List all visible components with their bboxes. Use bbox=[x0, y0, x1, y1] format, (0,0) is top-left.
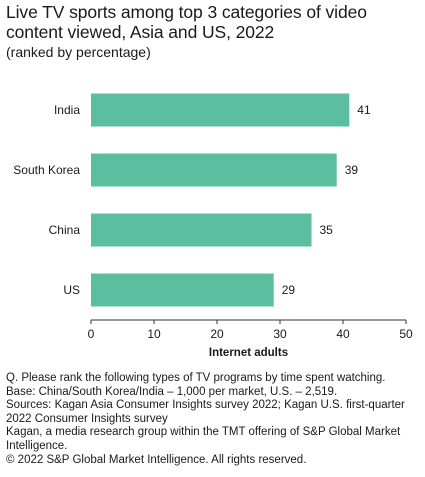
data-label: 29 bbox=[282, 283, 296, 297]
bar-chart: India 41 South Korea 39 China 35 US 29 0 10 20 30 40… bbox=[13, 93, 413, 359]
bar-south-korea bbox=[91, 153, 337, 187]
x-tick-label: 20 bbox=[210, 327, 224, 341]
x-tick-label: 50 bbox=[399, 327, 413, 341]
footnote-sources: Sources: Kagan Asia Consumer Insights su… bbox=[6, 399, 405, 412]
bar-china bbox=[91, 213, 312, 247]
data-label: 39 bbox=[345, 163, 359, 177]
chart-footnotes: Q. Please rank the following types of TV… bbox=[6, 372, 421, 467]
data-label: 41 bbox=[357, 103, 371, 117]
chart-title: Live TV sports among top 3 categories of… bbox=[6, 2, 367, 42]
x-tick-label: 30 bbox=[273, 327, 287, 341]
x-tick-label: 0 bbox=[88, 327, 95, 341]
footnote-kagan-cont: Intelligence. bbox=[6, 439, 68, 452]
footnote-sources-cont: 2022 Consumer Insights survey bbox=[6, 412, 168, 425]
category-label: South Korea bbox=[13, 163, 80, 177]
bar-india bbox=[91, 93, 350, 127]
x-tick-label: 10 bbox=[147, 327, 161, 341]
data-label: 35 bbox=[320, 223, 334, 237]
category-label: India bbox=[54, 103, 80, 117]
chart-subtitle: (ranked by percentage) bbox=[6, 44, 151, 60]
footnote-copyright: © 2022 S&P Global Market Intelligence. A… bbox=[6, 453, 307, 466]
x-axis-title: Internet adults bbox=[209, 347, 288, 359]
footnote-base: Base: China/South Korea/India – 1,000 pe… bbox=[6, 385, 338, 398]
bar-us bbox=[91, 273, 274, 307]
category-label: US bbox=[63, 283, 80, 297]
footnote-question: Q. Please rank the following types of TV… bbox=[6, 372, 386, 384]
x-tick-label: 40 bbox=[336, 327, 350, 341]
footnote-kagan: Kagan, a media research group within the… bbox=[6, 426, 401, 439]
category-label: China bbox=[49, 223, 81, 237]
